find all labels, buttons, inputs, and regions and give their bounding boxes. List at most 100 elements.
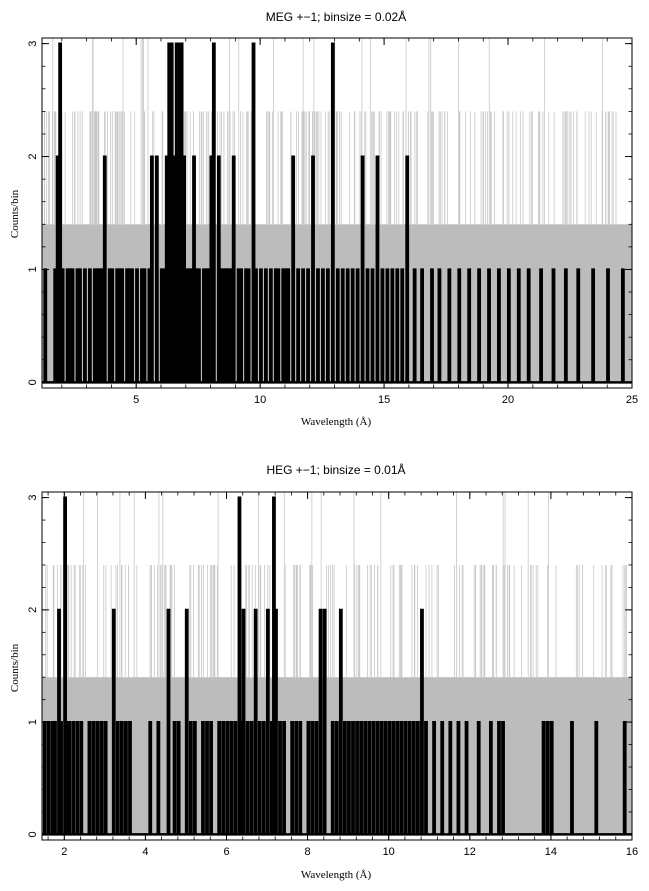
y-tick-label: 1 bbox=[27, 266, 39, 272]
count-bin bbox=[92, 268, 97, 383]
x-tick-label: 12 bbox=[464, 846, 476, 858]
count-bin bbox=[209, 721, 213, 835]
count-bin bbox=[115, 268, 120, 383]
count-bin bbox=[273, 268, 278, 383]
count-bin bbox=[335, 268, 340, 383]
count-bin bbox=[606, 268, 610, 383]
count-bin bbox=[291, 155, 296, 383]
count-bin bbox=[390, 268, 395, 383]
y-tick-label: 2 bbox=[27, 607, 39, 613]
count-bin bbox=[407, 721, 412, 835]
count-bin bbox=[351, 721, 355, 835]
count-bin bbox=[365, 268, 370, 383]
count-bin bbox=[274, 608, 278, 835]
count-bin bbox=[350, 268, 355, 383]
count-bin bbox=[437, 268, 442, 383]
count-bin bbox=[385, 268, 390, 383]
count-bin bbox=[53, 268, 58, 383]
meg-axes: 5 10 15 20 25 0 1 2 3 bbox=[27, 37, 638, 406]
count-bin bbox=[221, 268, 226, 383]
x-tick-label: 2 bbox=[61, 846, 67, 858]
count-bin bbox=[177, 42, 182, 383]
count-bin bbox=[296, 268, 301, 383]
count-bin bbox=[456, 721, 461, 835]
count-bin bbox=[278, 721, 282, 835]
count-bin bbox=[83, 268, 87, 383]
count-bin bbox=[259, 268, 263, 383]
plot-frame bbox=[41, 491, 633, 841]
count-bin bbox=[192, 721, 197, 835]
x-tick-label: 14 bbox=[545, 846, 557, 858]
count-bin bbox=[120, 268, 125, 383]
count-bin bbox=[110, 268, 115, 383]
count-bin bbox=[162, 268, 167, 383]
count-bin bbox=[206, 268, 211, 383]
count-bin bbox=[620, 268, 625, 383]
count-bin bbox=[355, 268, 360, 383]
count-bin bbox=[541, 721, 546, 835]
count-bin bbox=[115, 721, 120, 835]
count-bin bbox=[237, 496, 242, 835]
count-bin bbox=[107, 268, 112, 383]
x-tick-label: 20 bbox=[502, 394, 514, 406]
count-bin bbox=[142, 268, 147, 383]
count-bin bbox=[184, 608, 189, 835]
count-bin bbox=[345, 268, 350, 383]
count-bin bbox=[306, 721, 311, 835]
count-bin bbox=[42, 721, 47, 835]
count-bin bbox=[219, 268, 224, 383]
count-bin bbox=[128, 721, 132, 835]
heg-gray-series bbox=[45, 492, 627, 678]
count-bin bbox=[375, 155, 380, 383]
count-bin bbox=[257, 721, 262, 835]
y-tick-label: 2 bbox=[27, 153, 39, 159]
count-bin bbox=[197, 268, 201, 383]
count-bin bbox=[167, 42, 172, 383]
count-bin bbox=[156, 721, 161, 835]
count-bin bbox=[229, 721, 234, 835]
count-bin bbox=[246, 268, 251, 383]
count-bin bbox=[211, 42, 216, 383]
count-bin bbox=[298, 721, 303, 835]
count-bin bbox=[125, 268, 129, 383]
count-bin bbox=[464, 721, 469, 835]
count-bin bbox=[75, 268, 80, 383]
count-bin bbox=[448, 721, 453, 835]
count-bin bbox=[204, 268, 209, 383]
count-bin bbox=[338, 608, 343, 835]
y-tick-label: 3 bbox=[27, 495, 39, 501]
count-bin bbox=[387, 721, 392, 835]
count-bin bbox=[294, 721, 299, 835]
count-bin bbox=[501, 721, 505, 835]
count-bin bbox=[440, 721, 445, 835]
x-tick-label: 10 bbox=[254, 394, 266, 406]
heg-x-axis-label: Wavelength (Å) bbox=[301, 869, 372, 881]
count-bin bbox=[172, 721, 177, 835]
count-bin bbox=[95, 721, 100, 835]
count-bin bbox=[321, 268, 325, 383]
count-bin bbox=[166, 608, 171, 835]
count-bin bbox=[355, 721, 359, 835]
count-bin bbox=[576, 268, 581, 383]
count-bin bbox=[371, 721, 376, 835]
count-bin bbox=[395, 268, 400, 383]
plot-frame bbox=[41, 37, 633, 389]
count-bin bbox=[405, 155, 410, 383]
y-tick-label: 0 bbox=[27, 379, 39, 385]
count-bin bbox=[411, 721, 416, 835]
count-bin bbox=[399, 721, 404, 835]
count-bin bbox=[249, 721, 254, 835]
y-tick-label: 0 bbox=[27, 831, 39, 837]
count-bin bbox=[570, 721, 574, 835]
count-bin bbox=[467, 268, 472, 383]
count-bin bbox=[380, 268, 385, 383]
count-bin bbox=[70, 268, 75, 383]
count-bin bbox=[97, 268, 102, 383]
count-bin bbox=[147, 268, 152, 383]
count-bin bbox=[245, 721, 250, 835]
x-tick-label: 16 bbox=[626, 846, 638, 858]
count-bin bbox=[100, 268, 105, 383]
count-bin bbox=[290, 721, 295, 835]
count-bin bbox=[591, 268, 596, 383]
